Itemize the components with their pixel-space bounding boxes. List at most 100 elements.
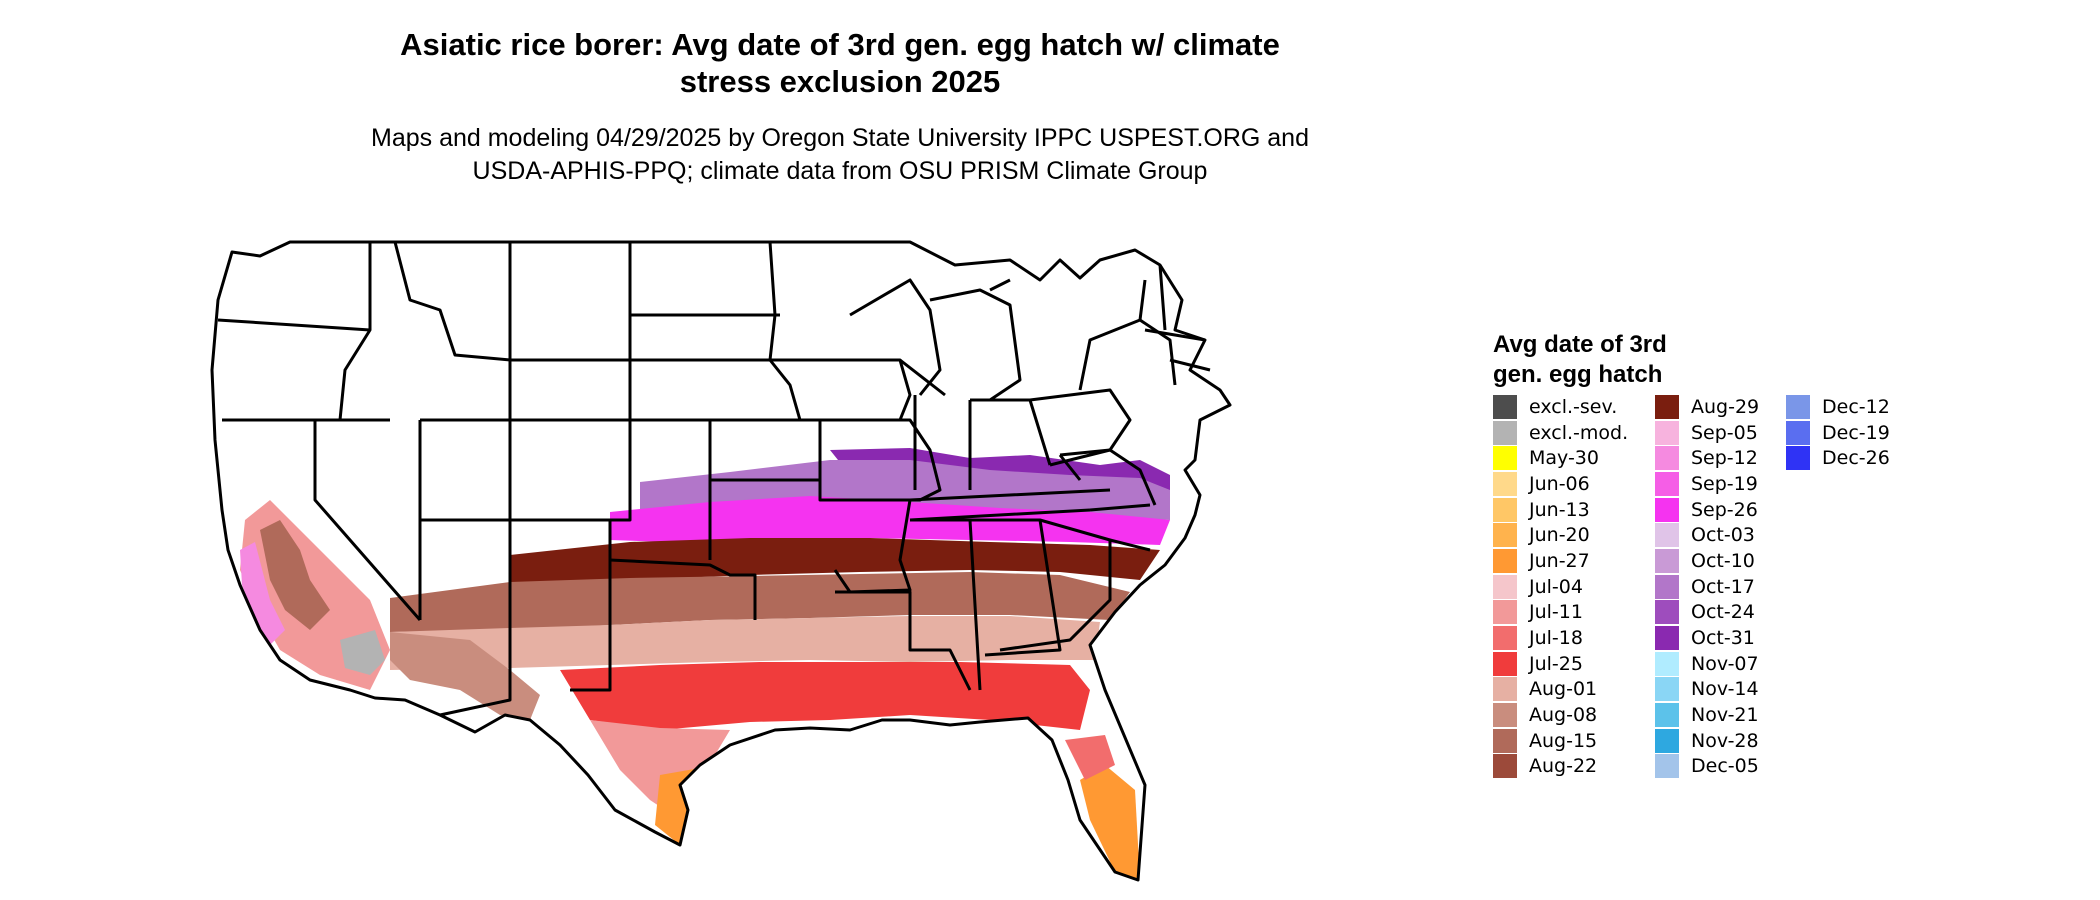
legend-item: Sep-05 [1655, 420, 1759, 446]
band-excl-mod [340, 630, 385, 675]
legend-label: Dec-05 [1691, 755, 1759, 778]
legend-swatch [1493, 600, 1517, 625]
band-aug-29 [510, 538, 1160, 585]
band-aug-01 [390, 616, 1100, 670]
legend-label: Nov-14 [1691, 678, 1759, 701]
band-aug-08-west [390, 632, 540, 720]
us-map [210, 240, 1232, 882]
legend-item: Aug-29 [1655, 394, 1759, 420]
legend-item: Sep-26 [1655, 497, 1759, 523]
legend-title-line2: gen. egg hatch [1493, 361, 1663, 388]
band-west-coast-mod [260, 520, 330, 630]
legend-item: Jul-04 [1493, 574, 1628, 600]
legend-swatch [1493, 677, 1517, 702]
border-la [835, 590, 972, 691]
legend-swatch [1493, 651, 1517, 676]
border-az-nm [439, 520, 512, 717]
legend-title-line1: Avg date of 3rd [1493, 331, 1667, 358]
legend-swatch [1655, 754, 1679, 779]
border-id-mt [393, 241, 511, 362]
legend-item: Jul-18 [1493, 625, 1628, 651]
legend-item: Nov-07 [1655, 651, 1759, 677]
band-jul-25 [560, 662, 1090, 730]
legend-swatch [1655, 677, 1679, 702]
legend-label: Jul-25 [1529, 652, 1583, 675]
border-ar [820, 498, 912, 594]
legend-item: Jun-27 [1493, 548, 1628, 574]
map-title: Asiatic rice borer: Avg date of 3rd gen.… [250, 26, 1430, 100]
legend-label: Jun-06 [1529, 472, 1590, 495]
legend-column-1: excl.-sev. excl.-mod. May-30 Jun-06 Jun-13 Ju… [1493, 394, 1628, 779]
hatch-date-bands [240, 448, 1170, 880]
legend-item: Aug-08 [1493, 702, 1628, 728]
border-sd-ne [630, 358, 802, 421]
legend-swatch [1655, 446, 1679, 471]
border-co-nm [510, 420, 632, 522]
legend-label: Jul-11 [1529, 601, 1583, 624]
legend-swatch [1655, 548, 1679, 573]
legend-item: excl.-sev. [1493, 394, 1628, 420]
legend-item: Sep-12 [1655, 445, 1759, 471]
legend-swatch [1786, 446, 1810, 471]
border-mi [929, 278, 1022, 402]
legend-item: Nov-21 [1655, 702, 1759, 728]
band-jul-18-fl [1065, 735, 1115, 780]
legend-item: Oct-31 [1655, 625, 1759, 651]
border-va-wv [1049, 448, 1157, 506]
legend-swatch [1655, 626, 1679, 651]
legend-label: Sep-26 [1691, 498, 1758, 521]
legend-swatch [1493, 626, 1517, 651]
legend-label: Aug-01 [1529, 678, 1598, 701]
border-id [338, 242, 372, 421]
legend-label: Jun-27 [1529, 549, 1590, 572]
legend-label: Aug-22 [1529, 755, 1598, 778]
band-aug-15 [390, 572, 1130, 632]
legend-item: Jul-11 [1493, 600, 1628, 626]
legend-swatch [1493, 497, 1517, 522]
legend-item: Aug-01 [1493, 677, 1628, 703]
legend-swatch [1655, 574, 1679, 599]
legend-item: Jun-20 [1493, 522, 1628, 548]
legend-swatch [1493, 523, 1517, 548]
legend-item: excl.-mod. [1493, 420, 1628, 446]
legend-column-3: Dec-12 Dec-19 Dec-26 [1786, 394, 1890, 471]
legend-swatch [1493, 548, 1517, 573]
border-sc-nc [1089, 503, 1151, 552]
legend-item: Nov-28 [1655, 728, 1759, 754]
legend-label: Dec-19 [1822, 421, 1890, 444]
map-subtitle-line1: Maps and modeling 04/29/2025 by Oregon S… [371, 124, 1309, 152]
legend-item: Oct-03 [1655, 522, 1759, 548]
legend-swatch [1655, 728, 1679, 753]
legend-label: Jun-13 [1529, 498, 1590, 521]
legend-label: Dec-26 [1822, 447, 1890, 470]
legend-item: Dec-05 [1655, 754, 1759, 780]
legend-label: Jul-04 [1529, 575, 1583, 598]
legend-item: Dec-19 [1786, 420, 1890, 446]
map-subtitle-line2: USDA-APHIS-PPQ; climate data from OSU PR… [472, 157, 1208, 185]
border-nm-tx [570, 520, 612, 692]
border-new-england [1138, 264, 1211, 372]
map-title-line1: Asiatic rice borer: Avg date of 3rd gen.… [400, 27, 1280, 62]
border-tn-ky [909, 488, 1111, 522]
band-jun-27-fl [1080, 765, 1140, 880]
legend-swatch [1493, 728, 1517, 753]
border-wa-or [217, 318, 371, 332]
legend-item: Jun-06 [1493, 471, 1628, 497]
band-jul-11 [590, 720, 730, 820]
legend-label: Sep-05 [1691, 421, 1758, 444]
legend-label: Sep-19 [1691, 472, 1758, 495]
map-title-line2: stress exclusion 2025 [679, 64, 1001, 99]
legend-item: Jun-13 [1493, 497, 1628, 523]
border-ca-nv-diag [313, 420, 422, 621]
legend-swatch [1493, 703, 1517, 728]
legend-swatch [1655, 703, 1679, 728]
legend-swatch [1655, 420, 1679, 445]
legend-label: Nov-07 [1691, 652, 1759, 675]
legend-column-2: Aug-29 Sep-05 Sep-12 Sep-19 Sep-26 Oct-03 Oct-… [1655, 394, 1759, 779]
legend-label: excl.-mod. [1529, 421, 1629, 444]
us-outline [210, 240, 1232, 882]
legend-item: Oct-17 [1655, 574, 1759, 600]
legend-swatch [1493, 574, 1517, 599]
legend-title: Avg date of 3rd gen. egg hatch [1493, 330, 1723, 390]
legend-label: Sep-12 [1691, 447, 1758, 470]
